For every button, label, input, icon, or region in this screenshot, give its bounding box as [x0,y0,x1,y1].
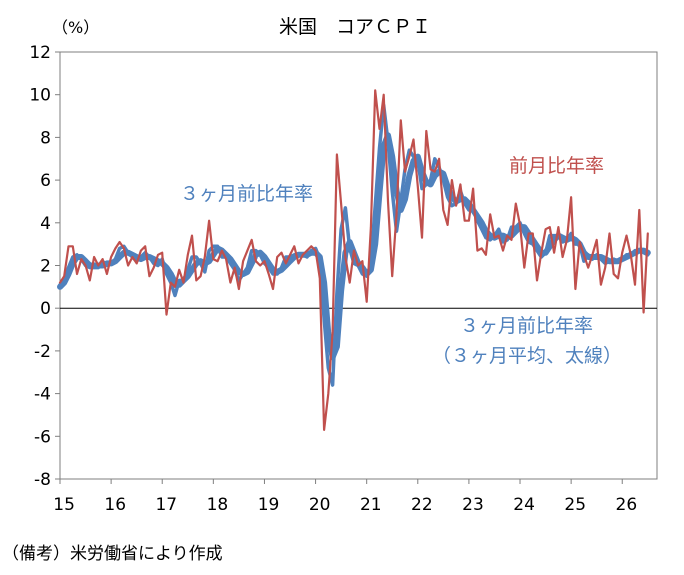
x-tick-label: 26 [616,495,638,515]
series-line-3-month [58,103,650,387]
x-tick-label: 15 [53,495,75,515]
x-tick-label: 17 [155,495,177,515]
y-tick-label: 4 [40,214,51,234]
x-axis-ticks: 15 16 17 18 19 20 21 22 23 24 25 26 [53,479,637,515]
x-tick-label: 24 [513,495,535,515]
series-line-mom [58,89,649,431]
x-tick-label: 16 [104,495,126,515]
x-tick-label: 18 [207,495,229,515]
x-tick-label: 21 [360,495,382,515]
y-tick-label: 6 [40,171,51,191]
y-tick-label: -4 [34,385,51,405]
unit-label: （%） [52,18,99,37]
y-tick-label: -2 [34,342,51,362]
annotation-3m-average-line2: （３ヶ月平均、太線） [432,345,622,367]
y-tick-label: 8 [40,128,51,148]
x-tick-label: 23 [462,495,484,515]
y-tick-label: -6 [34,427,51,447]
y-tick-label: 10 [29,86,51,106]
chart-title: 米国 コアＣＰＩ [279,16,431,38]
y-tick-label: 2 [40,257,51,277]
source-note: （備考）米労働省により作成 [2,544,223,564]
y-tick-label: 12 [29,43,51,63]
annotation-3m-average-line1: ３ヶ月前比年率 [460,315,593,337]
y-tick-label: 0 [40,299,51,319]
annotation-3-month: ３ヶ月前比年率 [180,183,313,205]
y-axis-ticks: 12 10 8 6 4 2 0 -2 -4 -6 -8 [29,43,60,490]
x-tick-label: 20 [309,495,331,515]
x-tick-label: 22 [411,495,433,515]
annotation-mom: 前月比年率 [509,155,604,177]
y-tick-label: -8 [34,470,51,490]
x-tick-label: 19 [258,495,280,515]
x-tick-label: 25 [564,495,586,515]
